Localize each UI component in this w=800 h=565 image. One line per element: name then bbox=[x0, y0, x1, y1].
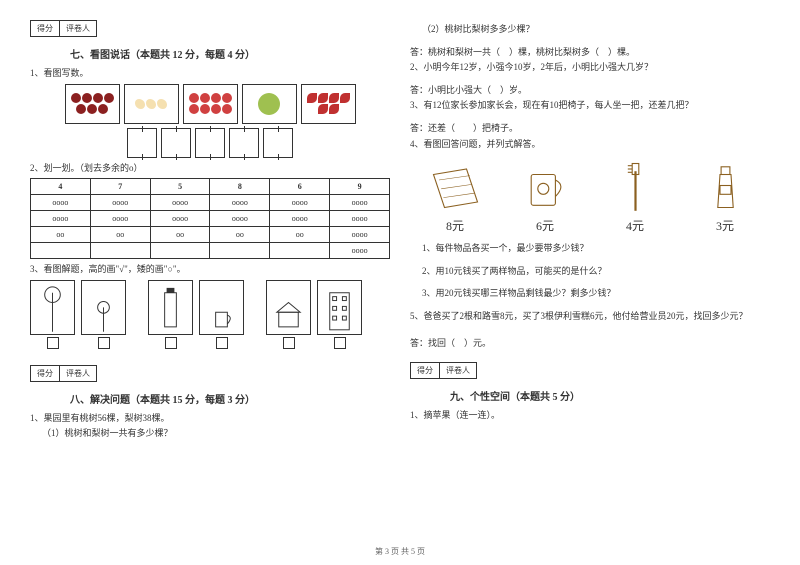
right-column: （2）桃树比梨树多多少棵？ 答：桃树和梨树一共（ ）棵，桃树比梨树多（ ）棵。 … bbox=[410, 20, 770, 443]
price-label: 6元 bbox=[518, 217, 573, 234]
sq8-3: 3、用20元钱买哪三样物品剩钱最少？剩多少钱？ bbox=[422, 287, 770, 300]
answer-box[interactable] bbox=[195, 128, 225, 158]
building-icon bbox=[317, 280, 362, 335]
checkbox[interactable] bbox=[334, 337, 346, 349]
q8-2: 2、小明今年12岁，小强今10岁，2年后，小明比小强大几岁？ bbox=[410, 61, 770, 74]
left-column: 得分 评卷人 七、看图说话（本题共 12 分，每题 4 分） 1、看图写数。 2… bbox=[30, 20, 390, 443]
toothbrush-icon bbox=[608, 158, 663, 213]
score-box-8: 得分 评卷人 bbox=[30, 365, 97, 382]
q9-1: 1、摘苹果（连一连）。 bbox=[410, 409, 770, 422]
mug-icon bbox=[518, 158, 573, 213]
section-7-title: 七、看图说话（本题共 12 分，每题 4 分） bbox=[70, 46, 390, 61]
price-label: 3元 bbox=[698, 217, 753, 234]
answer-box[interactable] bbox=[161, 128, 191, 158]
toothpaste-icon bbox=[698, 158, 753, 213]
score-label: 得分 bbox=[31, 21, 60, 36]
section-8-title: 八、解决问题（本题共 15 分，每题 3 分） bbox=[70, 391, 390, 406]
shop-items-row: 8元 6元 4元 3元 bbox=[410, 158, 770, 234]
checkbox[interactable] bbox=[47, 337, 59, 349]
tall-short-row bbox=[30, 280, 390, 351]
fruit-cell bbox=[124, 84, 179, 124]
price-label: 4元 bbox=[608, 217, 663, 234]
a8-3: 答：还差（ ）把椅子。 bbox=[410, 122, 770, 135]
cup-icon bbox=[199, 280, 244, 335]
q7-3: 3、看图解题，高的画"√"，矮的画"○"。 bbox=[30, 263, 390, 276]
thermos-icon bbox=[148, 280, 193, 335]
q8-1: 1、果园里有桃树56棵，梨树38棵。 bbox=[30, 412, 390, 425]
fruit-cell bbox=[242, 84, 297, 124]
house-icon bbox=[266, 280, 311, 335]
sq8-1: 1、每件物品各买一个，最少要带多少钱？ bbox=[422, 242, 770, 255]
q7-2: 2、划一划。（划去多余的o） bbox=[30, 162, 390, 175]
fruit-cell bbox=[65, 84, 120, 124]
q7-1: 1、看图写数。 bbox=[30, 67, 390, 80]
q8-4: 4、看图回答问题，并列式解答。 bbox=[410, 138, 770, 151]
checkbox[interactable] bbox=[216, 337, 228, 349]
q8-5: 5、爸爸买了2根和路雪8元，买了3根伊利雪糕6元，他付给营业员20元，找回多少元… bbox=[410, 310, 770, 323]
answer-box[interactable] bbox=[263, 128, 293, 158]
fruit-image-row bbox=[30, 84, 390, 124]
fruit-cell bbox=[183, 84, 238, 124]
q8-1b: （2）桃树比梨树多多少棵？ bbox=[422, 23, 770, 36]
price-label: 8元 bbox=[428, 217, 483, 234]
page-footer: 第 3 页 共 5 页 bbox=[0, 546, 800, 557]
checkbox[interactable] bbox=[165, 337, 177, 349]
q8-1a: （1）桃树和梨树一共有多少棵？ bbox=[42, 427, 390, 440]
q8-3: 3、有12位家长参加家长会，现在有10把椅子，每人坐一把，还差几把？ bbox=[410, 99, 770, 112]
sq8-2: 2、用10元钱买了两样物品，可能买的是什么？ bbox=[422, 265, 770, 278]
grader-label: 评卷人 bbox=[60, 21, 96, 36]
checkbox[interactable] bbox=[283, 337, 295, 349]
cross-out-table: 475 869 oooooooooooooooooooooooo ooooooo… bbox=[30, 178, 390, 259]
score-box-9: 得分 评卷人 bbox=[410, 362, 477, 379]
tree-short-icon bbox=[81, 280, 126, 335]
a8-5: 答：找回（ ）元。 bbox=[410, 337, 770, 350]
score-box-7: 得分 评卷人 bbox=[30, 20, 97, 37]
answer-box[interactable] bbox=[127, 128, 157, 158]
a8-2: 答：小明比小强大（ ）岁。 bbox=[410, 84, 770, 97]
answer-box-row bbox=[30, 128, 390, 158]
answer-box[interactable] bbox=[229, 128, 259, 158]
towel-icon bbox=[428, 158, 483, 213]
section-9-title: 九、个性空间（本题共 5 分） bbox=[450, 388, 770, 403]
a8-1: 答：桃树和梨树一共（ ）棵，桃树比梨树多（ ）棵。 bbox=[410, 46, 770, 59]
checkbox[interactable] bbox=[98, 337, 110, 349]
fruit-cell bbox=[301, 84, 356, 124]
tree-tall-icon bbox=[30, 280, 75, 335]
